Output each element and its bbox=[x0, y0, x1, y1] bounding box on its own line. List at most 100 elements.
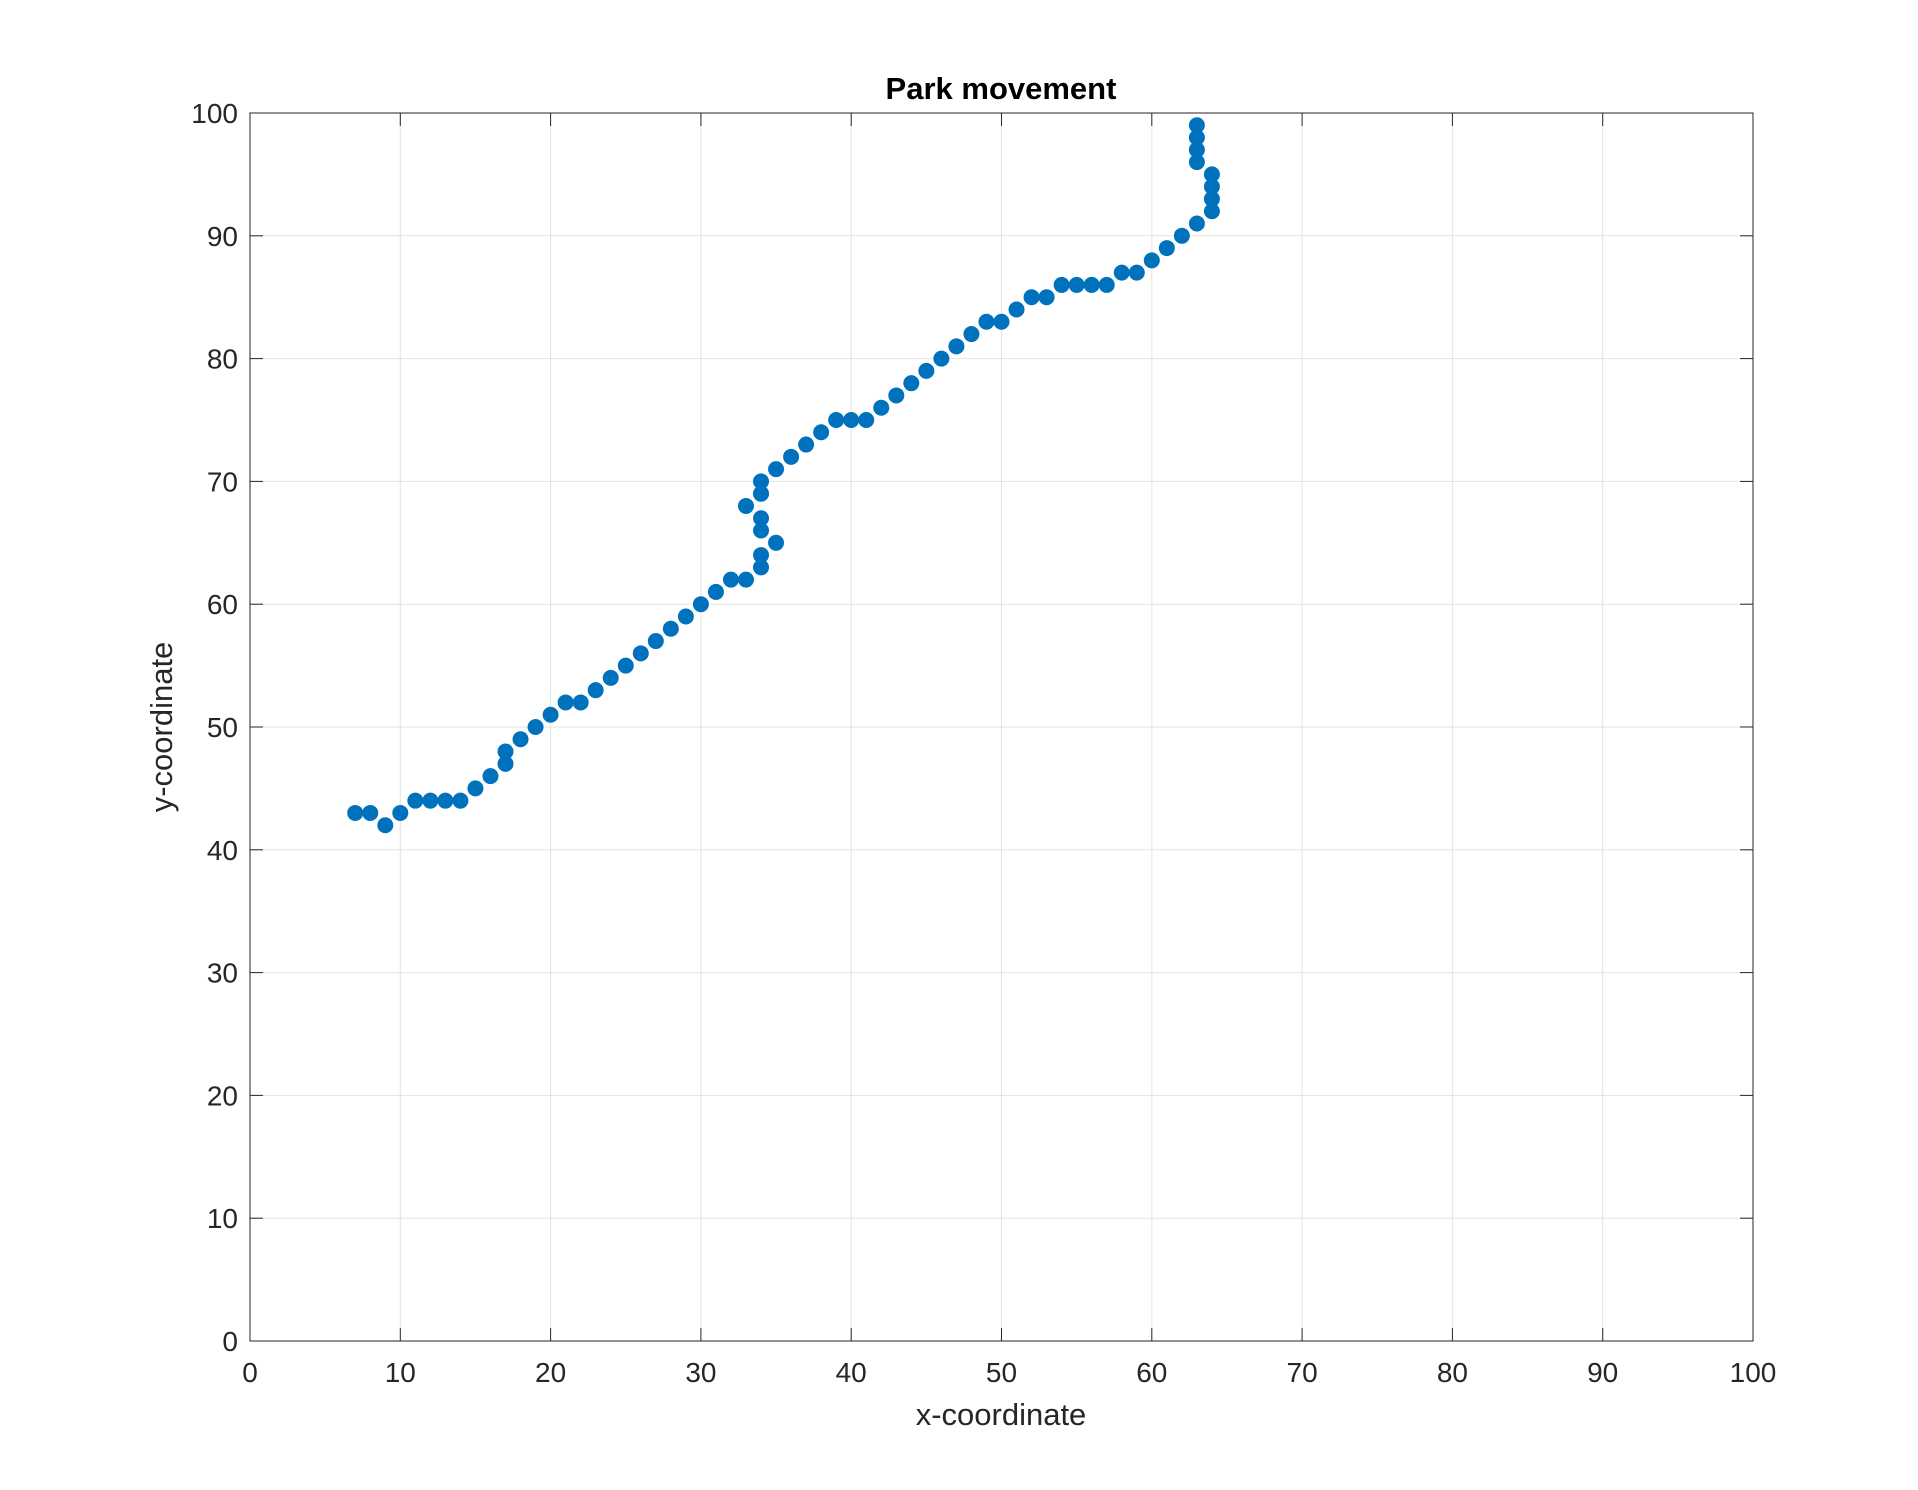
data-point bbox=[753, 559, 770, 576]
data-point bbox=[1188, 154, 1205, 171]
data-point bbox=[422, 792, 439, 809]
data-point bbox=[1068, 276, 1085, 293]
y-tick-label: 50 bbox=[207, 712, 238, 743]
y-tick-label: 80 bbox=[207, 344, 238, 375]
data-point bbox=[888, 387, 905, 404]
data-point bbox=[737, 497, 754, 514]
data-point bbox=[768, 461, 785, 478]
data-point bbox=[1083, 276, 1100, 293]
data-point bbox=[542, 706, 559, 723]
data-point bbox=[1053, 276, 1070, 293]
x-tick-label: 40 bbox=[836, 1357, 867, 1388]
data-point bbox=[407, 792, 424, 809]
data-point bbox=[1158, 240, 1175, 257]
x-tick-label: 20 bbox=[535, 1357, 566, 1388]
y-tick-label: 30 bbox=[207, 958, 238, 989]
data-point bbox=[873, 399, 890, 416]
data-point bbox=[347, 804, 364, 821]
x-tick-label: 30 bbox=[685, 1357, 716, 1388]
data-point bbox=[1008, 301, 1025, 318]
data-point bbox=[467, 780, 484, 797]
data-point bbox=[813, 424, 830, 441]
data-point bbox=[662, 620, 679, 637]
data-point bbox=[692, 596, 709, 613]
data-point bbox=[587, 682, 604, 699]
data-point bbox=[722, 571, 739, 588]
data-points bbox=[347, 117, 1220, 834]
data-point bbox=[707, 583, 724, 600]
y-axis-title: y-coordinate bbox=[144, 642, 179, 813]
y-tick-label: 10 bbox=[207, 1203, 238, 1234]
x-tick-label: 80 bbox=[1437, 1357, 1468, 1388]
data-point bbox=[1023, 289, 1040, 306]
chart-title: Park movement bbox=[886, 71, 1117, 106]
data-point bbox=[828, 412, 845, 428]
data-point bbox=[1038, 289, 1055, 306]
x-tick-label: 50 bbox=[986, 1357, 1017, 1388]
data-point bbox=[1188, 215, 1205, 232]
data-point bbox=[452, 792, 469, 809]
data-point bbox=[602, 669, 619, 686]
data-point bbox=[1173, 227, 1190, 244]
data-point bbox=[918, 362, 935, 379]
x-tick-label: 60 bbox=[1136, 1357, 1167, 1388]
axis-ticks: 0 10 20 30 40 50 60 70 80 90 100 0 10 20 30 40 50 60 70 80 9… bbox=[191, 98, 1776, 1388]
y-tick-label: 60 bbox=[207, 589, 238, 620]
data-point bbox=[1098, 276, 1115, 293]
data-point bbox=[858, 412, 875, 428]
x-axis-title: x-coordinate bbox=[916, 1397, 1087, 1432]
data-point bbox=[933, 350, 950, 367]
data-point bbox=[843, 412, 860, 428]
data-point bbox=[527, 719, 544, 735]
data-point bbox=[497, 743, 514, 760]
data-point bbox=[737, 571, 754, 588]
data-point bbox=[1203, 178, 1220, 195]
data-point bbox=[903, 375, 920, 392]
data-point bbox=[1188, 117, 1205, 134]
x-tick-label: 90 bbox=[1587, 1357, 1618, 1388]
data-point bbox=[798, 436, 815, 453]
data-point bbox=[1143, 252, 1160, 269]
data-point bbox=[617, 657, 634, 674]
data-point bbox=[753, 473, 770, 490]
data-point bbox=[557, 694, 574, 711]
data-point bbox=[512, 731, 529, 748]
data-point bbox=[497, 755, 514, 772]
x-tick-label: 100 bbox=[1730, 1357, 1777, 1388]
y-tick-label: 40 bbox=[207, 835, 238, 866]
data-point bbox=[1188, 129, 1205, 146]
data-point bbox=[783, 448, 800, 465]
data-point bbox=[392, 804, 409, 821]
data-point bbox=[978, 313, 995, 330]
data-point bbox=[753, 547, 770, 564]
data-point bbox=[1113, 264, 1130, 281]
data-point bbox=[753, 522, 770, 539]
data-point bbox=[1203, 166, 1220, 183]
data-point bbox=[993, 313, 1010, 330]
x-tick-label: 0 bbox=[242, 1357, 258, 1388]
data-point bbox=[482, 768, 499, 785]
data-point bbox=[753, 485, 770, 502]
data-point bbox=[963, 326, 980, 343]
x-tick-label: 70 bbox=[1287, 1357, 1318, 1388]
data-point bbox=[1203, 203, 1220, 220]
data-point bbox=[677, 608, 694, 625]
data-point bbox=[768, 534, 785, 551]
data-point bbox=[948, 338, 965, 355]
x-tick-label: 10 bbox=[385, 1357, 416, 1388]
y-tick-label: 90 bbox=[207, 221, 238, 252]
data-point bbox=[362, 804, 379, 821]
data-point bbox=[437, 792, 454, 809]
y-tick-label: 70 bbox=[207, 466, 238, 497]
data-point bbox=[572, 694, 589, 711]
data-point bbox=[632, 645, 649, 662]
data-point bbox=[377, 817, 394, 834]
y-tick-label: 20 bbox=[207, 1080, 238, 1111]
data-point bbox=[753, 510, 770, 527]
data-point bbox=[647, 633, 664, 650]
y-tick-label: 100 bbox=[191, 98, 238, 129]
data-point bbox=[1203, 190, 1220, 207]
y-tick-label: 0 bbox=[222, 1326, 238, 1357]
data-point bbox=[1128, 264, 1145, 281]
